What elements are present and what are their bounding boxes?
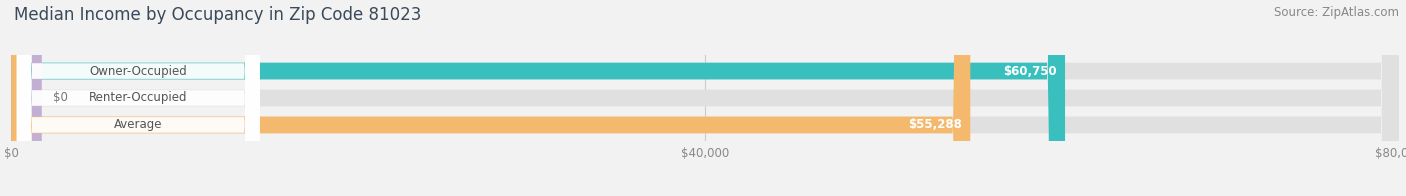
- FancyBboxPatch shape: [17, 0, 260, 196]
- Text: Median Income by Occupancy in Zip Code 81023: Median Income by Occupancy in Zip Code 8…: [14, 6, 422, 24]
- Text: $60,750: $60,750: [1002, 64, 1057, 78]
- FancyBboxPatch shape: [17, 0, 260, 196]
- Text: Average: Average: [114, 118, 163, 132]
- FancyBboxPatch shape: [17, 0, 260, 196]
- FancyBboxPatch shape: [11, 0, 1399, 196]
- FancyBboxPatch shape: [11, 0, 1399, 196]
- FancyBboxPatch shape: [11, 0, 1399, 196]
- FancyBboxPatch shape: [11, 0, 42, 196]
- Text: Owner-Occupied: Owner-Occupied: [90, 64, 187, 78]
- FancyBboxPatch shape: [11, 0, 1066, 196]
- FancyBboxPatch shape: [11, 0, 970, 196]
- Text: Renter-Occupied: Renter-Occupied: [89, 92, 187, 104]
- Text: $0: $0: [53, 92, 67, 104]
- Text: $55,288: $55,288: [908, 118, 962, 132]
- Text: Source: ZipAtlas.com: Source: ZipAtlas.com: [1274, 6, 1399, 19]
